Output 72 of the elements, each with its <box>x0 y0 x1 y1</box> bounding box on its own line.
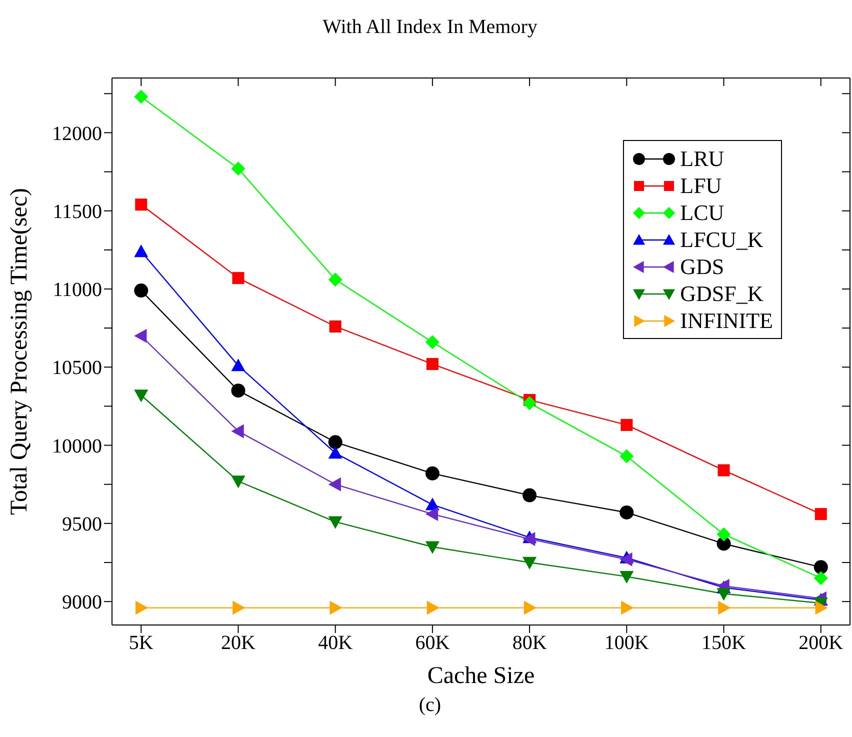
point <box>522 556 537 570</box>
point <box>328 272 342 287</box>
x-tick-label: 40K <box>318 632 354 654</box>
point <box>716 588 731 601</box>
point <box>231 476 246 488</box>
x-tick-label: 5K <box>128 632 154 654</box>
point <box>814 571 828 586</box>
point <box>231 358 246 372</box>
point <box>620 418 633 431</box>
point <box>620 570 634 584</box>
x-tick-label: 20K <box>221 632 256 654</box>
point <box>814 560 828 574</box>
point <box>620 552 632 566</box>
point <box>621 600 634 615</box>
y-tick-label: 12000 <box>52 122 102 145</box>
point <box>134 390 148 402</box>
point <box>426 600 440 615</box>
legend-label: LCU <box>680 200 724 226</box>
legend-label: GDS <box>680 254 724 280</box>
point <box>328 516 342 529</box>
point <box>718 464 730 476</box>
point <box>134 284 148 298</box>
point <box>231 424 244 438</box>
point <box>716 527 731 542</box>
text: (c) <box>418 694 442 717</box>
y-tick-label: 11500 <box>52 200 102 223</box>
point <box>814 508 827 520</box>
x-tick-label: 200K <box>798 632 844 654</box>
point <box>620 505 634 520</box>
legend-label: GDSF_K <box>680 280 764 306</box>
point <box>231 384 246 398</box>
y-tick-label: 10000 <box>52 435 102 458</box>
chart-title: With All Index In Memory <box>322 15 538 40</box>
point <box>425 335 440 350</box>
point <box>522 396 537 410</box>
point <box>425 466 440 480</box>
x-axis-title: Cache Size <box>427 663 535 689</box>
point <box>231 162 246 176</box>
x-tick-label: 150K <box>702 632 747 654</box>
point <box>134 328 147 343</box>
legend-label: LFU <box>680 172 722 198</box>
point <box>426 358 438 370</box>
point <box>522 488 537 502</box>
point <box>134 90 148 104</box>
legend-label: LFCU_K <box>680 226 764 252</box>
point <box>328 435 342 450</box>
point <box>232 272 244 284</box>
point <box>522 532 536 546</box>
x-tick-label: 100K <box>604 632 650 654</box>
point <box>425 507 438 522</box>
point <box>815 600 828 615</box>
y-axis-title: Total Query Processing Time(sec) <box>6 188 33 515</box>
point <box>135 198 148 211</box>
point <box>330 600 342 615</box>
point <box>232 600 246 615</box>
point <box>329 320 342 332</box>
legend-label: INFINITE <box>680 308 773 334</box>
y-tick-label: 9000 <box>62 592 102 614</box>
point <box>425 541 440 554</box>
point <box>328 446 342 459</box>
point <box>620 449 634 464</box>
point <box>328 477 341 492</box>
y-tick-label: 9500 <box>62 514 102 536</box>
x-tick-label: 80K <box>512 632 548 654</box>
y-tick-label: 11000 <box>52 279 102 302</box>
point <box>136 600 148 615</box>
point <box>718 600 731 615</box>
x-tick-label: 60K <box>415 632 450 654</box>
legend-label: LRU <box>680 146 724 172</box>
point <box>134 244 148 258</box>
point <box>524 600 537 615</box>
y-tick-label: 10500 <box>52 357 102 380</box>
